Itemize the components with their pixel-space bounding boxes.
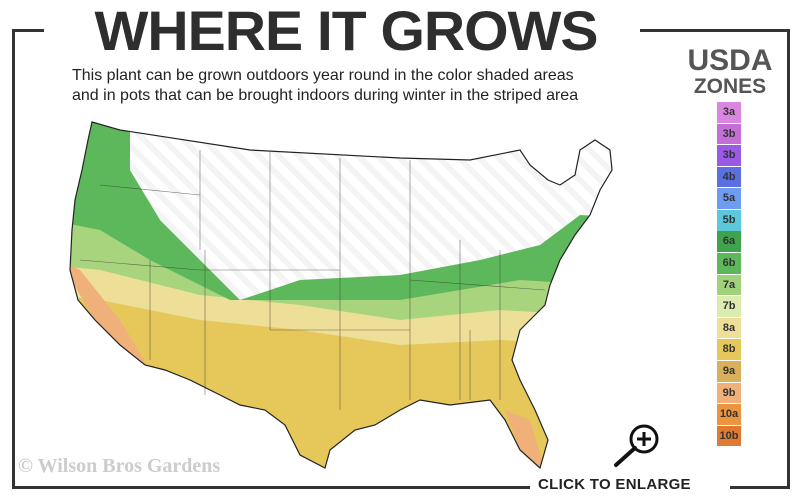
page-title: WHERE IT GROWS — [94, 0, 599, 62]
legend-title: USDA ZONES — [676, 46, 784, 98]
subtitle: This plant can be grown outdoors year ro… — [72, 66, 652, 106]
us-outline — [69, 121, 613, 470]
zone-band-9b-california — [70, 260, 150, 370]
subtitle-line-2: and in pots that can be brought indoors … — [72, 87, 579, 104]
legend-zone-6a: 6a — [717, 231, 741, 253]
frame-bottom-left — [12, 486, 532, 489]
legend-zone-4b: 4b — [717, 166, 741, 188]
frame-top-right — [640, 29, 790, 32]
legend-zone-8b: 8b — [717, 339, 741, 361]
legend-title-line-2: ZONES — [693, 75, 767, 98]
legend-zone-5a: 5a — [717, 188, 741, 209]
us-zone-map[interactable] — [0, 0, 680, 500]
legend-zone-9b: 9b — [717, 382, 741, 404]
frame-right — [787, 29, 790, 488]
zone-legend: 3a 3b 3b 4b 5a 5b 6a 6b 7a 7b 8a 8b 9a 9b 10a 10b — [717, 102, 741, 447]
legend-zone-10b: 10b — [717, 425, 741, 447]
legend-zone-3b: 3b — [717, 145, 741, 166]
zone-band-florida — [505, 410, 545, 468]
legend-title-line-1: USDA — [687, 44, 773, 77]
legend-zone-10a: 10a — [717, 404, 741, 425]
legend-zone-9a: 9a — [717, 360, 741, 382]
click-to-enlarge-button[interactable]: CLICK TO ENLARGE — [530, 476, 699, 493]
subtitle-line-1: This plant can be grown outdoors year ro… — [72, 67, 574, 84]
legend-zone-8a: 8a — [717, 317, 741, 339]
legend-zone-3b: 3b — [717, 123, 741, 145]
legend-zone-3a: 3a — [717, 102, 741, 123]
zoom-in-magnifier-icon[interactable] — [608, 422, 664, 468]
frame-bottom-right — [730, 486, 790, 489]
copyright-watermark: © Wilson Bros Gardens — [18, 455, 221, 477]
frame-left — [12, 29, 15, 488]
legend-zone-7a: 7a — [717, 274, 741, 296]
legend-zone-6b: 6b — [717, 253, 741, 274]
frame-top-left — [12, 29, 44, 32]
legend-zone-5b: 5b — [717, 209, 741, 231]
state-borders — [79, 150, 546, 410]
legend-zone-7b: 7b — [717, 296, 741, 317]
